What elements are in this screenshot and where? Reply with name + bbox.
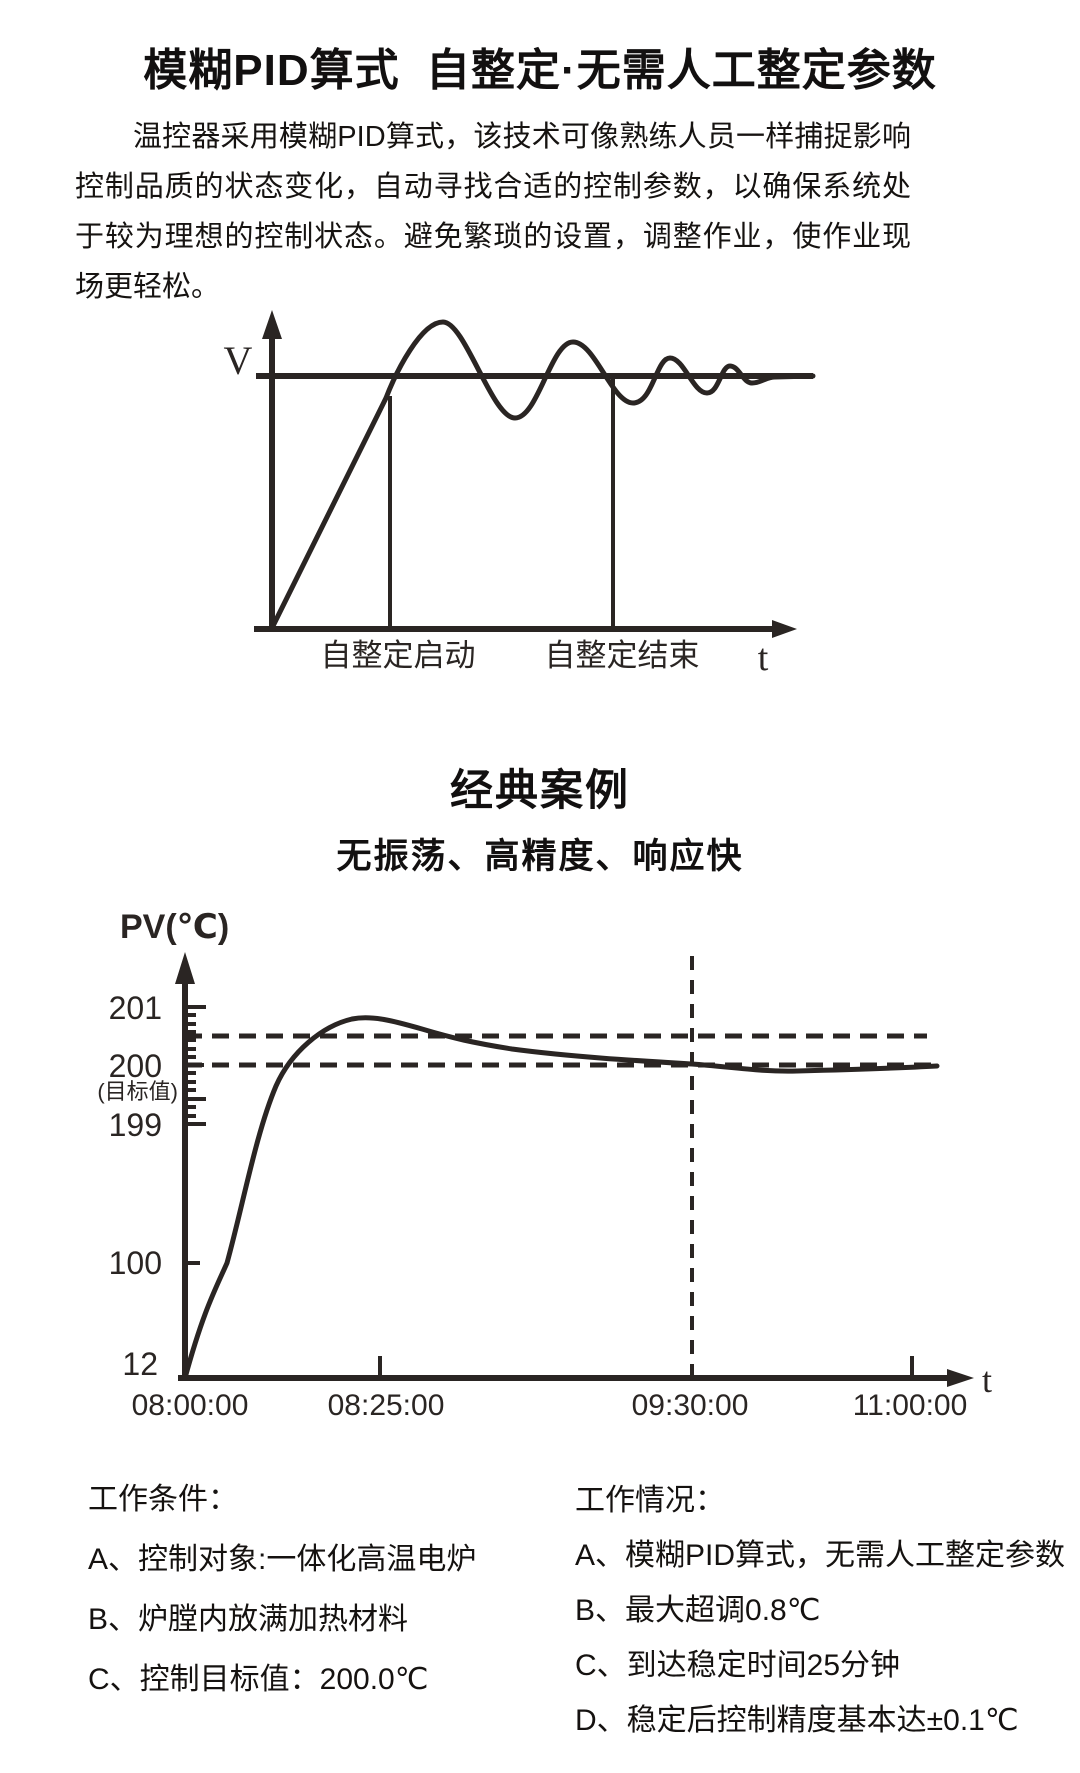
tuning-start-label: 自整定启动 bbox=[321, 638, 476, 673]
tuning-x-axis-arrow-icon bbox=[772, 620, 797, 638]
intro-paragraph: 温控器采用模糊PID算式，该技术可像熟练人员一样捕捉影响控制品质的状态变化，自动… bbox=[75, 121, 911, 303]
pv-x-axis-arrow-icon bbox=[947, 1369, 974, 1387]
tuning-y-axis-label: V bbox=[224, 338, 253, 383]
tuning-end-label: 自整定结束 bbox=[545, 638, 700, 673]
y-tick-199: 199 bbox=[109, 1107, 162, 1143]
pv-curve bbox=[182, 1015, 940, 1381]
tuning-x-axis-label: t bbox=[758, 637, 769, 679]
y-tick-target-label: (目标值) bbox=[97, 1079, 178, 1104]
y-tick-100: 100 bbox=[109, 1245, 162, 1281]
condition-item-c: C、控制目标值：200.0℃ bbox=[88, 1663, 429, 1696]
x-tick-082500: 08:25:00 bbox=[328, 1389, 445, 1422]
case-section-title: 经典案例 bbox=[450, 767, 630, 815]
results-heading: 工作情况： bbox=[575, 1484, 725, 1517]
pv-y-axis-arrow-icon bbox=[175, 952, 195, 984]
page-title: 模糊PID算式 自整定·无需人工整定参数 bbox=[143, 46, 937, 95]
tuning-y-axis-arrow-icon bbox=[262, 310, 282, 339]
pv-temperature-chart: PV(℃) t 201 200 (目标值) 199 100 12 08:00:0… bbox=[97, 908, 992, 1422]
result-item-c: C、到达稳定时间25分钟 bbox=[575, 1649, 901, 1682]
result-item-d: D、稳定后控制精度基本达±0.1℃ bbox=[575, 1704, 1019, 1737]
pv-y-ruler-ticks bbox=[185, 1005, 206, 1265]
case-section-subtitle: 无振荡、高精度、响应快 bbox=[336, 837, 744, 876]
y-tick-201: 201 bbox=[109, 990, 162, 1026]
pv-x-axis-label: t bbox=[982, 1360, 992, 1400]
x-tick-110000: 11:00:00 bbox=[853, 1389, 968, 1422]
conditions-heading: 工作条件： bbox=[88, 1483, 238, 1516]
results-column: 工作情况： A、模糊PID算式，无需人工整定参数 B、最大超调0.8℃ C、到达… bbox=[575, 1473, 1065, 1748]
y-tick-12: 12 bbox=[122, 1346, 158, 1382]
x-tick-093000: 09:30:00 bbox=[632, 1389, 749, 1422]
condition-item-a: A、控制对象:一体化高温电炉 bbox=[88, 1543, 477, 1576]
x-tick-080000: 08:00:00 bbox=[132, 1389, 249, 1422]
y-tick-200: 200 bbox=[109, 1048, 162, 1084]
tuning-response-curve bbox=[269, 319, 816, 631]
condition-item-b: B、炉膛内放满加热材料 bbox=[88, 1603, 409, 1636]
result-item-a: A、模糊PID算式，无需人工整定参数 bbox=[575, 1539, 1066, 1572]
conditions-column: 工作条件： A、控制对象:一体化高温电炉 B、炉膛内放满加热材料 C、控制目标值… bbox=[88, 1470, 476, 1710]
pv-y-axis-label: PV(℃) bbox=[120, 908, 229, 946]
auto-tuning-diagram: V t 自整定启动 自整定结束 bbox=[224, 310, 816, 679]
result-item-b: B、最大超调0.8℃ bbox=[575, 1594, 821, 1627]
